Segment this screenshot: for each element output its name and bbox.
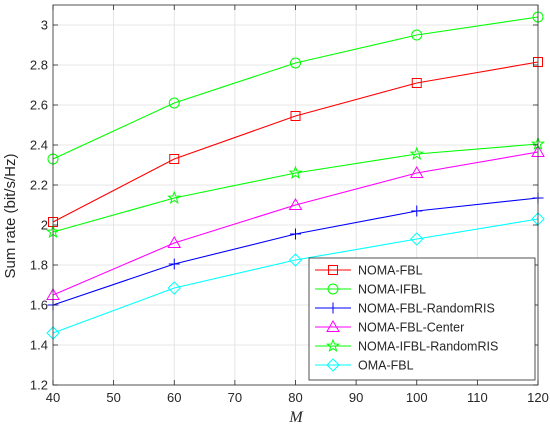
legend-entry: NOMA-IFBL <box>315 283 426 297</box>
y-tick-label: 2.8 <box>30 58 48 73</box>
legend-label: NOMA-FBL-RandomRIS <box>358 302 495 316</box>
y-tick-label: 3 <box>41 18 48 33</box>
y-tick-label: 1.4 <box>30 338 48 353</box>
data-point <box>168 97 180 109</box>
legend-marker <box>327 302 339 314</box>
legend-box <box>308 257 536 381</box>
x-tick-label: 110 <box>467 390 488 405</box>
legend-marker <box>327 283 339 295</box>
series-line <box>52 218 539 334</box>
legend-marker <box>326 358 340 372</box>
y-tick-label: 1.6 <box>30 298 48 313</box>
x-tick-label: 40 <box>46 390 60 405</box>
legend-marker <box>326 319 340 332</box>
legend-entry: NOMA-IFBL-RandomRIS <box>315 338 498 354</box>
x-tick-label: 120 <box>527 390 549 405</box>
data-point <box>409 146 424 161</box>
data-point <box>290 57 301 69</box>
legend-entry: NOMA-FBL-RandomRIS <box>315 302 495 316</box>
legend-entry: NOMA-FBL-Center <box>315 319 464 335</box>
x-tick-label: 90 <box>349 390 363 405</box>
data-point <box>409 165 424 178</box>
legend-label: NOMA-FBL <box>358 264 423 278</box>
data-point <box>411 78 422 88</box>
legend-marker <box>325 338 341 353</box>
x-axis-label: M <box>288 409 304 426</box>
x-tick-label: 70 <box>228 390 242 405</box>
y-tick-label: 1.2 <box>30 378 48 393</box>
data-point <box>290 228 301 240</box>
series-line <box>52 61 539 223</box>
series-line <box>52 151 539 296</box>
x-tick-label: 80 <box>288 390 302 405</box>
y-tick-label: 2.2 <box>30 178 48 193</box>
legend-label: NOMA-FBL-Center <box>358 321 464 335</box>
data-point <box>410 232 424 246</box>
data-point <box>168 258 180 270</box>
legend: NOMA-FBL NOMA-IFBL NOMA-FBL-RandomRIS NOMA-… <box>308 257 536 381</box>
data-point <box>411 29 423 41</box>
axes: 40 50 60 70 80 90 100 110 120 1.2 1.4 1.6 1.8 2 2.2 2.4… <box>30 4 549 405</box>
legend-marker <box>328 265 338 275</box>
legend-label: NOMA-IFBL-RandomRIS <box>358 340 498 354</box>
y-tick-label: 1.8 <box>30 258 48 273</box>
data-point <box>167 235 182 248</box>
data-point <box>288 165 303 180</box>
series-layer <box>45 11 546 340</box>
x-tick-label: 50 <box>106 390 120 405</box>
data-point <box>290 111 301 121</box>
data-point <box>169 154 180 164</box>
legend-entry: NOMA-FBL <box>315 264 423 278</box>
data-point <box>288 197 303 210</box>
legend-label: NOMA-IFBL <box>358 283 426 297</box>
series-line <box>52 143 539 233</box>
legend-entry: OMA-FBL <box>315 358 414 373</box>
legend-label: OMA-FBL <box>358 359 414 373</box>
series-oma-fbl <box>46 212 545 340</box>
x-tick-label: 100 <box>406 390 428 405</box>
series-line <box>52 16 539 160</box>
y-tick-label: 2 <box>41 218 48 233</box>
data-point <box>167 190 182 205</box>
y-tick-label: 2.4 <box>30 138 48 153</box>
data-point <box>167 281 181 295</box>
data-point <box>411 205 423 217</box>
data-point <box>288 253 303 267</box>
y-tick-label: 2.6 <box>30 98 48 113</box>
x-tick-label: 60 <box>167 390 181 405</box>
y-axis-label: Sum rate (bit/s/Hz) <box>2 153 19 278</box>
